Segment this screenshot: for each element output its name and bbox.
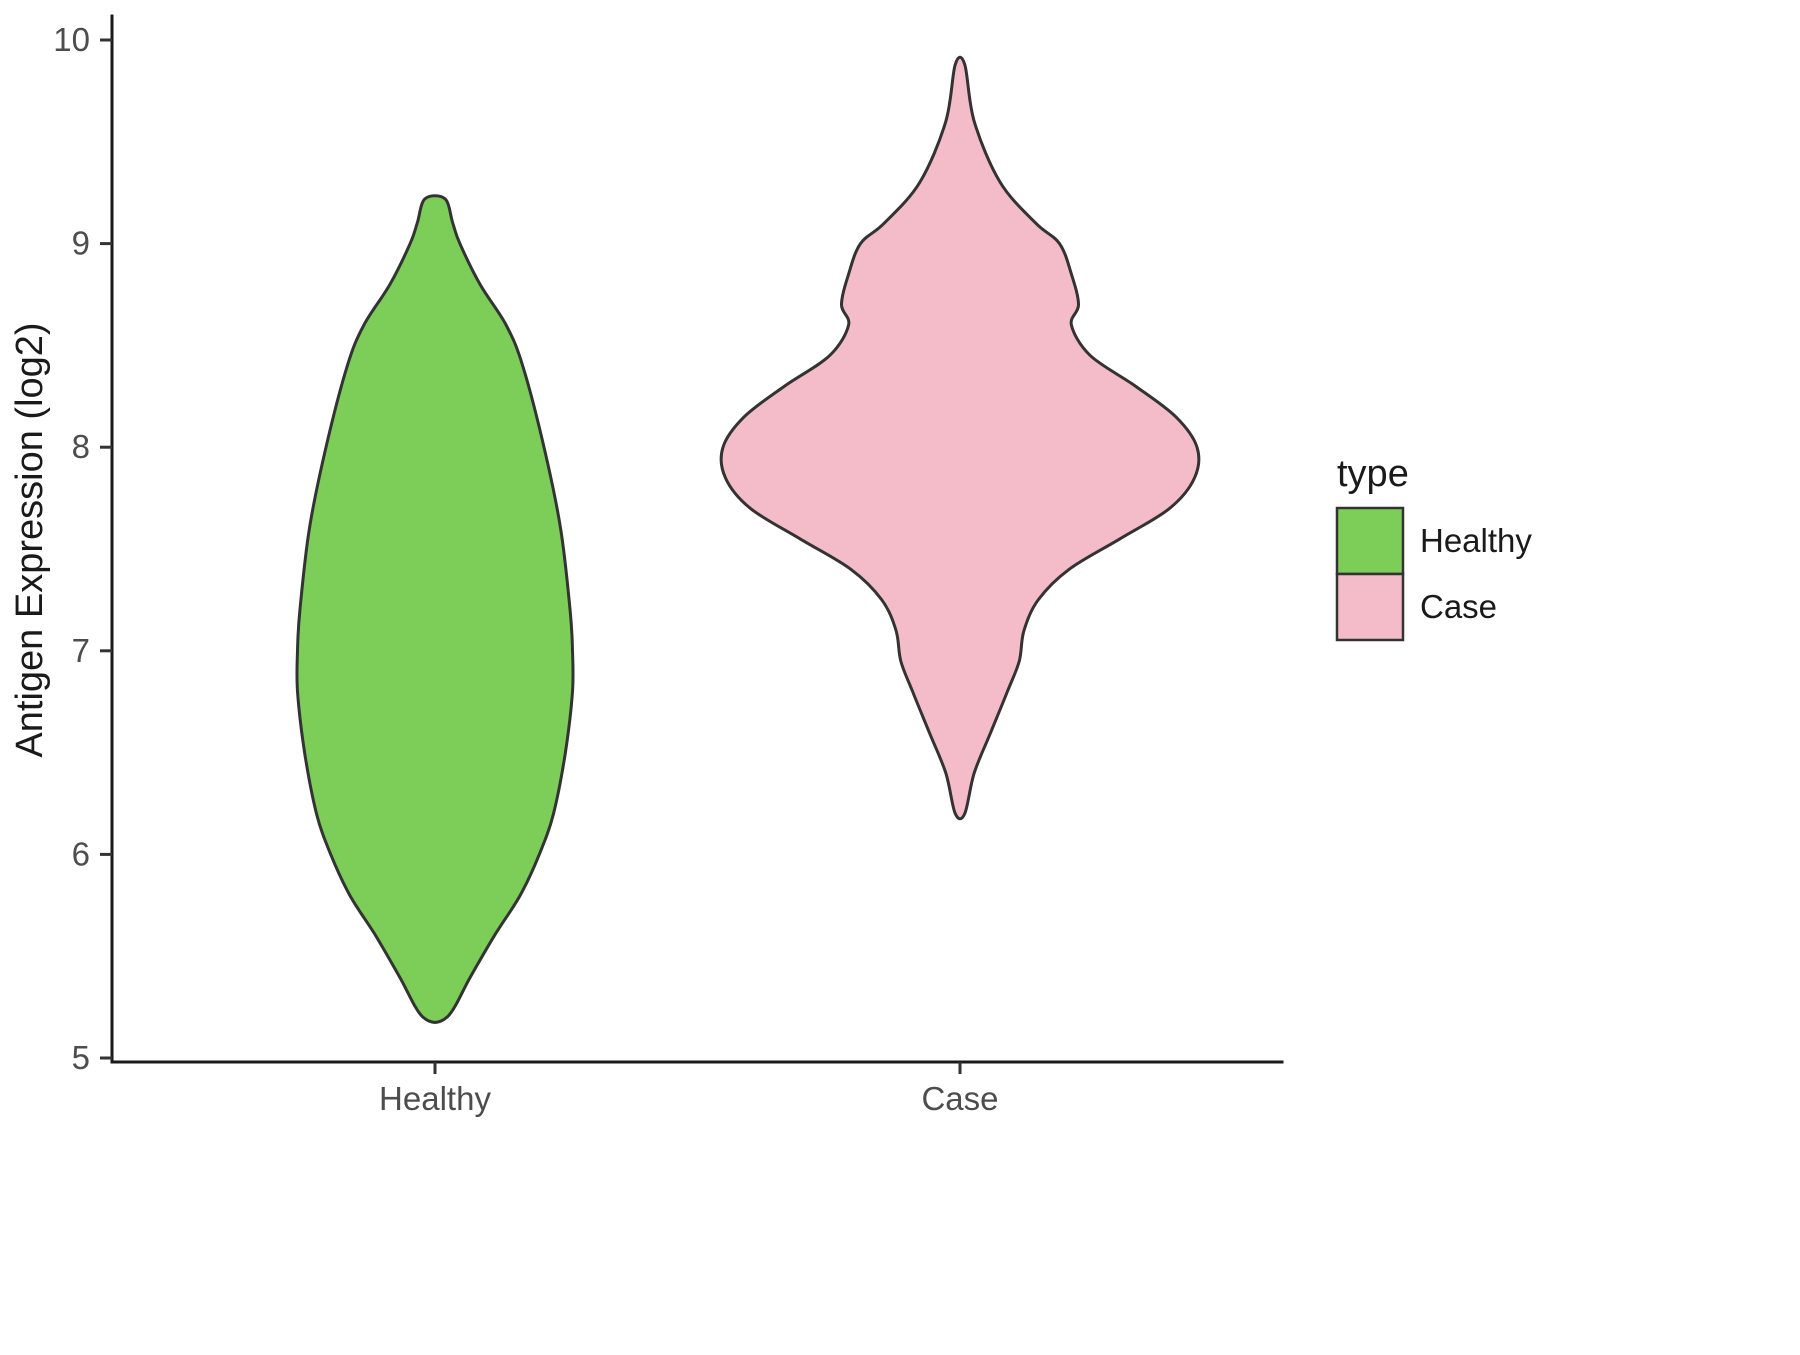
legend-label-case: Case	[1420, 588, 1497, 625]
x-tick-label-case: Case	[921, 1080, 998, 1117]
y-tick-label: 5	[72, 1039, 90, 1076]
legend-key-case	[1335, 572, 1405, 642]
violin-healthy	[295, 194, 575, 1024]
y-tick-label: 10	[53, 21, 90, 58]
y-tick-label: 6	[72, 835, 90, 872]
legend-label-healthy: Healthy	[1420, 522, 1532, 559]
x-tick-label-healthy: Healthy	[379, 1080, 491, 1117]
legend: type Healthy Case	[1335, 453, 1532, 642]
violin-case	[719, 55, 1201, 821]
y-axis-title: Antigen Expression (log2)	[9, 322, 51, 757]
axes-layer: 5 6 7 8 9 10	[53, 14, 1284, 1076]
violin-layer	[295, 55, 1201, 1024]
y-tick-label: 7	[72, 632, 90, 669]
y-tick-label: 9	[72, 225, 90, 262]
legend-title: type	[1337, 453, 1409, 495]
y-tick-label: 8	[72, 428, 90, 465]
legend-key-healthy	[1335, 506, 1405, 576]
